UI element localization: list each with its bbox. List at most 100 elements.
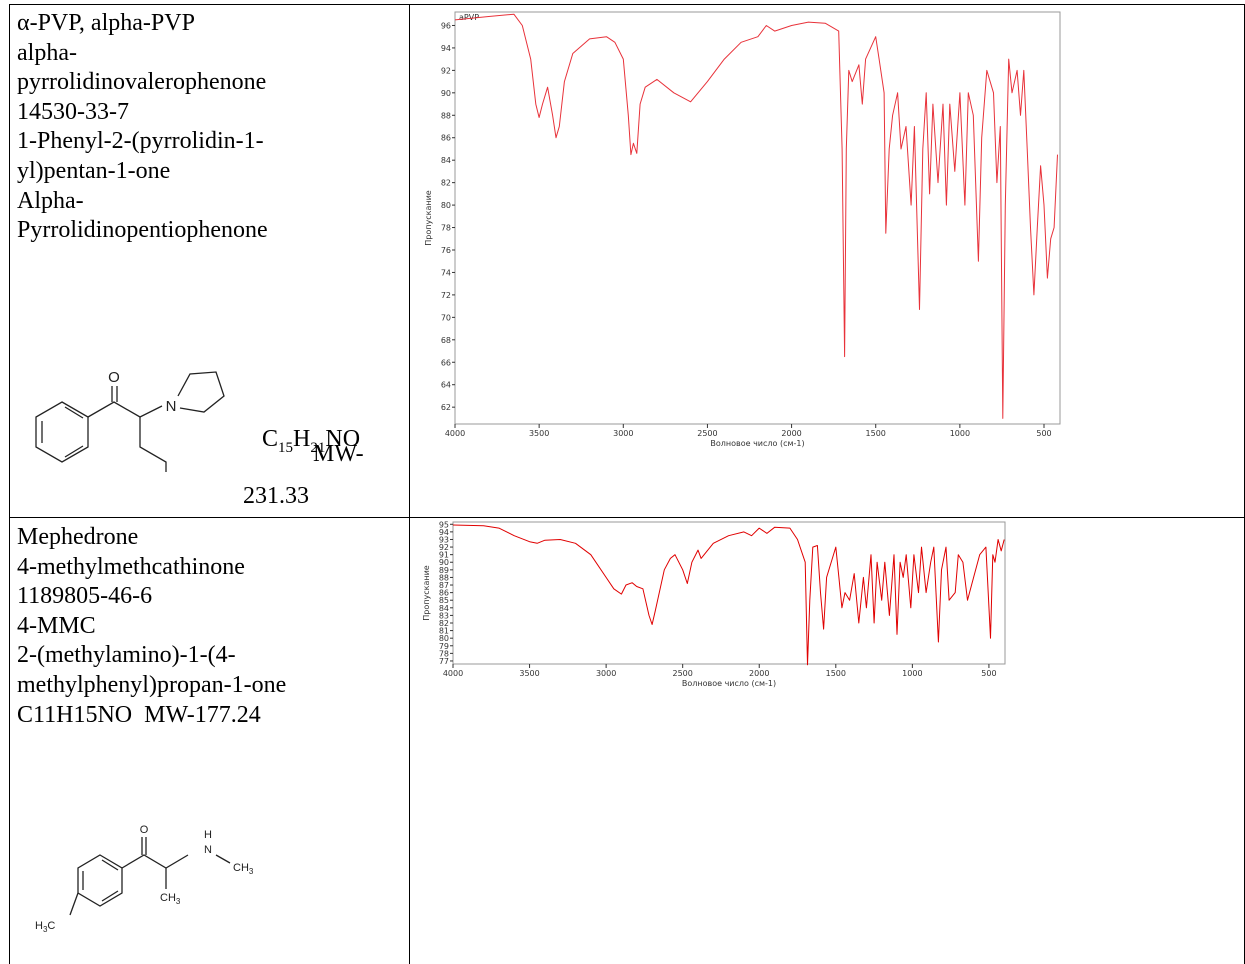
formula-part: H <box>293 426 311 452</box>
spectrum-line <box>454 13 1058 419</box>
atom-label: N <box>204 844 212 856</box>
text-line: 4-methylmethcathinone <box>17 553 245 580</box>
y-tick-label: 91 <box>439 551 449 560</box>
text-line: 14530-33-7 <box>17 98 129 125</box>
x-tick-label: 3500 <box>529 429 549 438</box>
text-line: methylphenyl)propan-1-one <box>17 672 287 698</box>
y-tick-label: 90 <box>439 558 449 567</box>
y-tick-label: 78 <box>441 224 451 233</box>
text-line: Mephedrone <box>17 524 139 550</box>
structure: O H N CH3 CH3 H3C <box>35 824 254 934</box>
y-tick-label: 96 <box>441 21 451 30</box>
bond <box>139 417 167 472</box>
x-tick-label: 4000 <box>443 669 463 678</box>
y-tick-label: 86 <box>441 134 451 143</box>
formula-part: 15 <box>278 439 294 456</box>
x-tick-label: 2000 <box>781 429 801 438</box>
x-axis-label: Волновое число (см-1) <box>710 439 804 448</box>
y-tick-label: 80 <box>439 634 449 643</box>
y-tick-label: 94 <box>439 528 449 537</box>
y-tick-label: 81 <box>439 627 449 636</box>
y-tick-label: 88 <box>441 111 451 120</box>
text-line: Alpha- <box>17 187 84 214</box>
y-tick-label: 86 <box>439 589 449 598</box>
x-tick-label: 1500 <box>866 429 886 438</box>
x-tick-label: 1000 <box>902 669 922 678</box>
bond <box>77 854 123 907</box>
plot-frame <box>454 11 1061 425</box>
y-tick-label: 87 <box>439 581 449 590</box>
text-line: yl)pentan-1-one <box>17 158 171 184</box>
x-tick-label: 3000 <box>613 429 633 438</box>
y-tick-label: 88 <box>439 573 449 582</box>
bond <box>177 371 225 413</box>
y-axis-label: Пропускание <box>424 190 433 246</box>
y-tick-label: 74 <box>441 268 451 277</box>
table-border <box>9 4 1245 5</box>
formula-part: C <box>262 426 279 452</box>
text-line: pyrrolidinovalerophenone <box>17 69 267 96</box>
formula-part: NO <box>325 426 361 452</box>
y-tick-label: 62 <box>441 403 451 412</box>
bond <box>35 401 89 463</box>
text-line: α-PVP, alpha-PVP <box>17 10 195 36</box>
x-tick-label: 1500 <box>826 669 846 678</box>
x-tick-label: 2500 <box>697 429 717 438</box>
atom-label: O <box>108 369 120 386</box>
x-tick-label: 2000 <box>749 669 769 678</box>
bond <box>64 406 84 419</box>
x-tick-label: 500 <box>1036 429 1051 438</box>
y-tick-label: 83 <box>439 611 449 620</box>
atom-label: N <box>166 398 177 415</box>
text-line: alpha- <box>17 39 77 66</box>
chart-title: aPVP <box>459 13 479 22</box>
y-tick-label: 76 <box>441 246 451 255</box>
atom-label: CH3 <box>160 892 181 906</box>
y-tick-label: 84 <box>441 156 451 165</box>
y-tick-label: 66 <box>441 358 451 367</box>
y-tick-label: 77 <box>439 657 449 666</box>
y-tick-label: 95 <box>439 520 449 529</box>
y-tick-label: 64 <box>441 381 451 390</box>
formula-part: 21 <box>310 439 326 456</box>
bond <box>121 854 189 869</box>
text-line: 1189805-46-6 <box>17 583 153 610</box>
x-tick-label: 2500 <box>673 669 693 678</box>
bond <box>101 890 119 902</box>
table-border <box>9 4 10 964</box>
x-tick-label: 500 <box>981 669 996 678</box>
text-line: 1-Phenyl-2-(pyrrolidin-1- <box>17 128 264 155</box>
y-axis-label: Пропускание <box>422 565 431 621</box>
table-border <box>409 4 410 964</box>
table-border <box>9 517 1245 518</box>
atom-label: O <box>140 824 149 836</box>
y-tick-label: 70 <box>441 313 451 322</box>
bond <box>101 859 119 871</box>
y-tick-label: 93 <box>439 535 449 544</box>
y-tick-label: 82 <box>441 179 451 188</box>
spectrum-line <box>452 524 1005 666</box>
text-line: 4-MMC <box>17 612 96 639</box>
x-tick-label: 3500 <box>519 669 539 678</box>
x-tick-label: 3000 <box>596 669 616 678</box>
text-line: Pyrrolidinopentiophenone <box>17 217 268 244</box>
mw-value: 231.33 <box>243 483 309 509</box>
y-tick-label: 79 <box>439 642 449 651</box>
atom-label: CH3 <box>233 862 254 876</box>
y-tick-label: 94 <box>441 44 451 53</box>
y-tick-label: 92 <box>441 66 451 75</box>
text-line: C11H15NO MW-177.24 <box>17 701 261 728</box>
y-tick-label: 80 <box>441 201 451 210</box>
y-tick-label: 85 <box>439 596 449 605</box>
y-tick-label: 84 <box>439 604 449 613</box>
bond <box>69 892 79 916</box>
bond <box>64 445 84 458</box>
bond <box>87 401 163 418</box>
atom-label: H3C <box>35 920 55 934</box>
bond <box>215 854 231 864</box>
spectrum-chart: 62 64 66 68 70 72 74 76 78 80 82 84 86 88 90 92 94 96 4000… <box>424 11 1061 448</box>
y-tick-label: 82 <box>439 619 449 628</box>
x-tick-label: 1000 <box>950 429 970 438</box>
